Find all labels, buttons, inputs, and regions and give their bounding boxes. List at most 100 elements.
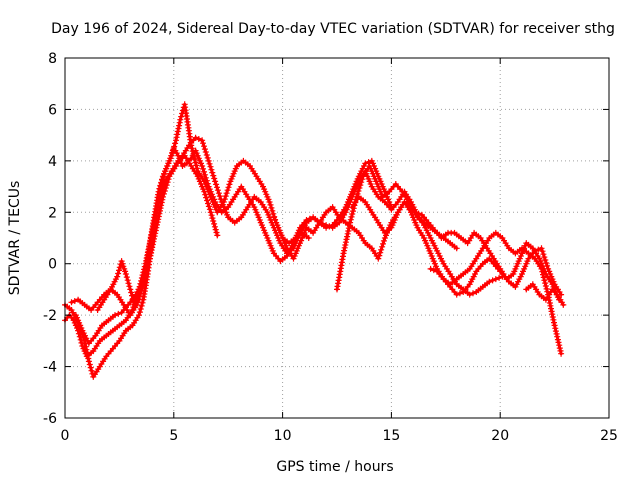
data-point-marker	[538, 265, 545, 272]
data-point-marker	[544, 262, 551, 269]
data-point-marker	[136, 283, 143, 290]
data-point-marker	[212, 226, 219, 233]
y-tick-label: -6	[43, 411, 57, 427]
data-point-marker	[489, 277, 496, 284]
data-point-marker	[195, 136, 202, 142]
data-point-marker	[160, 184, 167, 191]
data-point-marker	[169, 149, 176, 156]
data-point-marker	[356, 185, 363, 191]
data-point-marker	[223, 190, 230, 197]
data-point-marker	[128, 289, 135, 296]
data-point-marker	[348, 213, 355, 220]
data-point-marker	[226, 181, 233, 188]
data-point-marker	[358, 179, 365, 186]
x-tick-label: 10	[274, 428, 292, 444]
data-point-marker	[114, 273, 121, 280]
data-point-marker	[205, 157, 212, 164]
data-point-marker	[209, 215, 216, 222]
data-point-marker	[209, 169, 216, 176]
data-point-marker	[136, 312, 142, 319]
data-point-marker	[553, 330, 560, 337]
data-point-marker	[178, 113, 185, 120]
data-point-marker	[532, 247, 538, 254]
data-point-marker	[204, 154, 211, 161]
data-point-marker	[168, 152, 175, 159]
x-tick-label: 0	[61, 428, 70, 444]
x-tick-label: 20	[491, 428, 509, 444]
data-point-marker	[189, 148, 196, 155]
data-point-marker	[200, 140, 206, 147]
data-point-marker	[200, 165, 206, 172]
data-point-marker	[380, 240, 386, 247]
data-point-marker	[87, 364, 94, 371]
data-point-marker	[267, 201, 274, 208]
data-point-marker	[129, 307, 136, 313]
chart-title: Day 196 of 2024, Sidereal Day-to-day VTE…	[51, 21, 615, 37]
data-point-marker	[543, 260, 550, 266]
data-point-marker	[156, 196, 163, 203]
data-point-marker	[174, 128, 181, 135]
data-point-marker	[210, 172, 217, 179]
data-point-marker	[158, 190, 165, 197]
data-point-marker	[203, 152, 210, 158]
data-point-marker	[377, 249, 384, 256]
x-tick-label: 15	[382, 428, 400, 444]
data-point-marker	[199, 163, 206, 169]
data-point-marker	[541, 254, 548, 261]
series-sat-track-5	[68, 258, 142, 313]
data-point-marker	[201, 168, 207, 175]
series-sat-track-8	[427, 245, 565, 298]
data-point-marker	[136, 296, 142, 303]
data-point-marker	[430, 267, 437, 274]
data-point-marker	[355, 188, 362, 194]
data-point-marker	[129, 295, 136, 302]
data-point-marker	[466, 291, 473, 298]
data-point-marker	[427, 265, 434, 272]
series-sat-track-7	[349, 193, 565, 357]
plot-area-frame	[64, 57, 610, 419]
data-point-marker	[76, 333, 83, 340]
data-point-marker	[136, 286, 142, 293]
data-point-marker	[138, 302, 145, 309]
data-point-marker	[191, 153, 198, 160]
data-point-marker	[138, 277, 145, 284]
data-point-marker	[215, 190, 222, 197]
data-point-marker	[208, 212, 215, 219]
data-point-marker	[470, 290, 476, 297]
data-point-marker	[159, 187, 166, 194]
data-point-marker	[192, 134, 199, 141]
data-point-marker	[551, 322, 558, 329]
data-point-marker	[542, 280, 549, 287]
data-point-marker	[115, 270, 122, 277]
data-point-marker	[138, 275, 145, 281]
series-sat-track-1	[62, 145, 506, 380]
data-point-marker	[354, 190, 361, 197]
data-point-marker	[137, 280, 144, 287]
data-point-marker	[123, 274, 130, 281]
series-sat-track-9	[270, 199, 460, 262]
data-point-marker	[68, 299, 75, 306]
data-point-marker	[492, 276, 499, 283]
data-point-marker	[212, 178, 219, 185]
data-point-marker	[456, 290, 463, 297]
data-point-marker	[496, 274, 503, 281]
x-tick-label: 5	[169, 428, 178, 444]
data-point-marker	[543, 285, 550, 292]
data-point-marker	[129, 292, 135, 299]
data-point-marker	[375, 255, 382, 262]
series-layer	[62, 101, 567, 380]
data-point-marker	[540, 251, 547, 258]
data-point-marker	[453, 245, 460, 252]
y-tick-label: -4	[43, 360, 57, 376]
data-point-marker	[85, 358, 92, 365]
data-point-marker	[124, 277, 131, 284]
data-point-marker	[222, 193, 229, 200]
data-point-marker	[208, 166, 215, 173]
data-point-marker	[347, 216, 354, 223]
data-point-marker	[216, 193, 223, 200]
y-axis-label: SDTVAR / TECUs	[7, 181, 23, 296]
data-point-marker	[115, 310, 122, 317]
data-point-marker	[135, 289, 142, 296]
data-point-marker	[214, 232, 221, 239]
y-tick-label: 0	[48, 257, 57, 273]
